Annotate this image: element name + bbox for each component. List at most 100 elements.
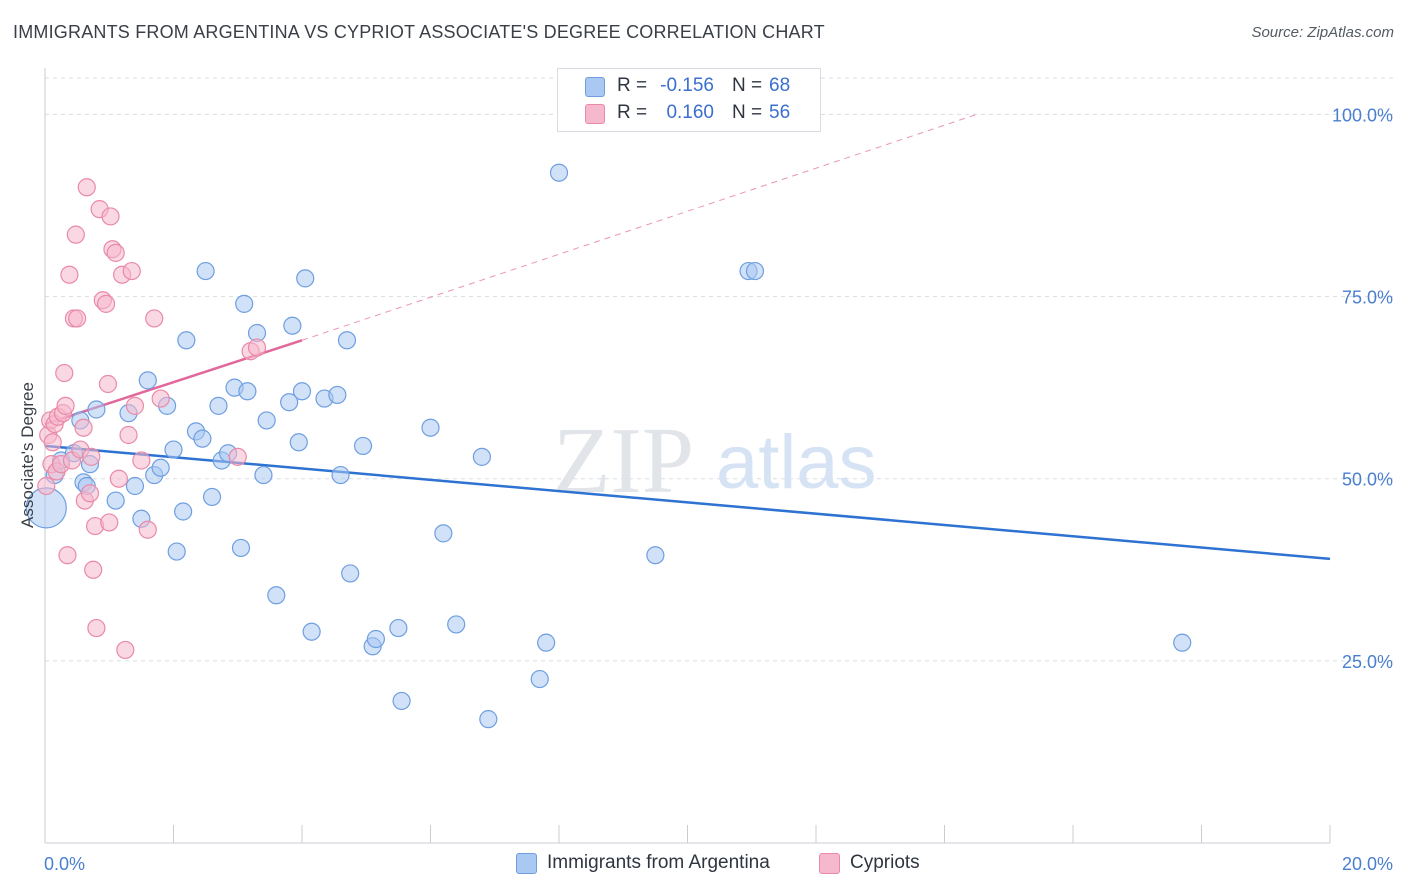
point-cypriots xyxy=(122,261,141,281)
point-argentina xyxy=(472,447,491,466)
tick-labels: 25.0% 50.0% 75.0% 100.0% 0.0% 20.0% xyxy=(44,105,1393,874)
point-argentina xyxy=(479,710,498,729)
point-argentina xyxy=(1173,633,1192,652)
legend-r-value: -0.156 xyxy=(660,75,714,96)
point-argentina xyxy=(238,382,257,401)
point-cypriots xyxy=(119,425,138,445)
legend-n-label: N = xyxy=(732,102,763,123)
point-argentina xyxy=(174,502,193,521)
point-argentina xyxy=(392,691,411,711)
point-argentina xyxy=(280,393,299,412)
point-argentina xyxy=(177,331,196,350)
point-argentina xyxy=(164,440,183,459)
point-argentina xyxy=(530,669,549,689)
y-tick-label: 75.0% xyxy=(1342,288,1393,308)
point-cypriots xyxy=(151,389,170,408)
point-argentina xyxy=(289,433,308,452)
trend-line-cypriots xyxy=(301,113,977,341)
x-tick-label: 20.0% xyxy=(1342,854,1393,874)
point-cypriots xyxy=(55,363,74,383)
point-argentina xyxy=(646,546,665,565)
legend-r-value: 0.160 xyxy=(666,102,714,123)
point-argentina xyxy=(257,411,276,430)
point-argentina xyxy=(87,400,106,419)
point-cypriots xyxy=(100,513,119,532)
point-argentina xyxy=(125,476,145,496)
point-argentina xyxy=(353,436,373,456)
point-argentina xyxy=(209,396,228,415)
trend-line-argentina xyxy=(44,444,1331,561)
legend-swatch-argentina xyxy=(585,77,605,97)
legend-row-argentina: R = -0.156 N = 68 xyxy=(558,75,820,101)
point-cypriots xyxy=(58,546,77,565)
point-cypriots xyxy=(43,433,62,452)
chart-title: IMMIGRANTS FROM ARGENTINA VS CYPRIOT ASS… xyxy=(13,22,825,42)
point-cypriots xyxy=(60,265,79,284)
point-argentina xyxy=(549,163,569,182)
x-tick-label: 0.0% xyxy=(44,854,85,874)
correlation-legend: R = -0.156 N = 68 R = 0.160 N = 56 xyxy=(557,68,821,132)
bottom-legend-swatch-cypriots xyxy=(819,853,840,874)
point-argentina xyxy=(421,418,440,437)
point-argentina xyxy=(138,371,157,390)
point-argentina xyxy=(331,465,350,485)
legend-r-label: R = xyxy=(617,102,648,123)
point-argentina xyxy=(434,524,453,543)
legend-n-value: 68 xyxy=(769,75,791,96)
point-argentina xyxy=(296,269,315,288)
point-cypriots xyxy=(116,640,135,660)
point-cypriots xyxy=(80,484,100,503)
grid-lines xyxy=(45,77,1393,662)
point-cypriots xyxy=(37,476,56,496)
point-cypriots xyxy=(138,520,157,539)
legend-swatch-cypriots xyxy=(585,104,605,124)
point-cypriots xyxy=(109,469,128,488)
bottom-legend-label: Immigrants from Argentina xyxy=(547,852,770,873)
point-argentina xyxy=(267,586,286,605)
point-cypriots xyxy=(106,243,125,262)
point-argentina xyxy=(366,629,385,649)
point-cypriots xyxy=(82,447,101,466)
point-argentina xyxy=(302,622,321,641)
point-argentina xyxy=(231,538,251,558)
point-argentina xyxy=(202,487,222,507)
legend-r-label: R = xyxy=(617,75,648,96)
point-argentina xyxy=(537,633,556,652)
y-tick-label: 50.0% xyxy=(1342,470,1393,490)
point-argentina xyxy=(254,465,273,485)
legend-n-value: 56 xyxy=(769,102,791,123)
point-argentina xyxy=(328,385,347,405)
y-axis-title: Associate's Degree xyxy=(18,382,37,528)
point-argentina xyxy=(389,618,408,638)
point-argentina xyxy=(292,382,312,401)
point-argentina xyxy=(447,615,466,634)
point-argentina xyxy=(337,331,357,350)
bottom-legend-swatch-argentina xyxy=(516,853,537,874)
y-tick-label: 25.0% xyxy=(1342,652,1393,672)
point-cypriots xyxy=(247,338,267,357)
point-argentina xyxy=(283,316,302,335)
point-cypriots xyxy=(74,418,93,437)
point-cypriots xyxy=(125,396,145,415)
legend-n-label: N = xyxy=(732,75,763,96)
source-label: Source: ZipAtlas.com xyxy=(1251,24,1394,41)
point-argentina xyxy=(106,491,125,510)
point-cypriots xyxy=(132,451,151,470)
point-cypriots xyxy=(56,396,75,415)
point-argentina xyxy=(151,458,170,477)
point-cypriots xyxy=(87,618,106,638)
point-cypriots xyxy=(101,207,120,226)
point-argentina xyxy=(341,564,360,583)
point-argentina xyxy=(745,261,765,281)
data-points xyxy=(25,163,1192,729)
point-cypriots xyxy=(77,178,96,197)
axes xyxy=(44,68,1331,844)
bottom-legend-label: Cypriots xyxy=(850,852,920,873)
point-cypriots xyxy=(98,374,118,394)
point-cypriots xyxy=(145,309,164,328)
point-cypriots xyxy=(68,309,87,328)
point-cypriots xyxy=(84,560,103,579)
zipatlas-watermark: ZIP atlas xyxy=(553,409,877,513)
watermark-atlas: atlas xyxy=(716,420,877,505)
